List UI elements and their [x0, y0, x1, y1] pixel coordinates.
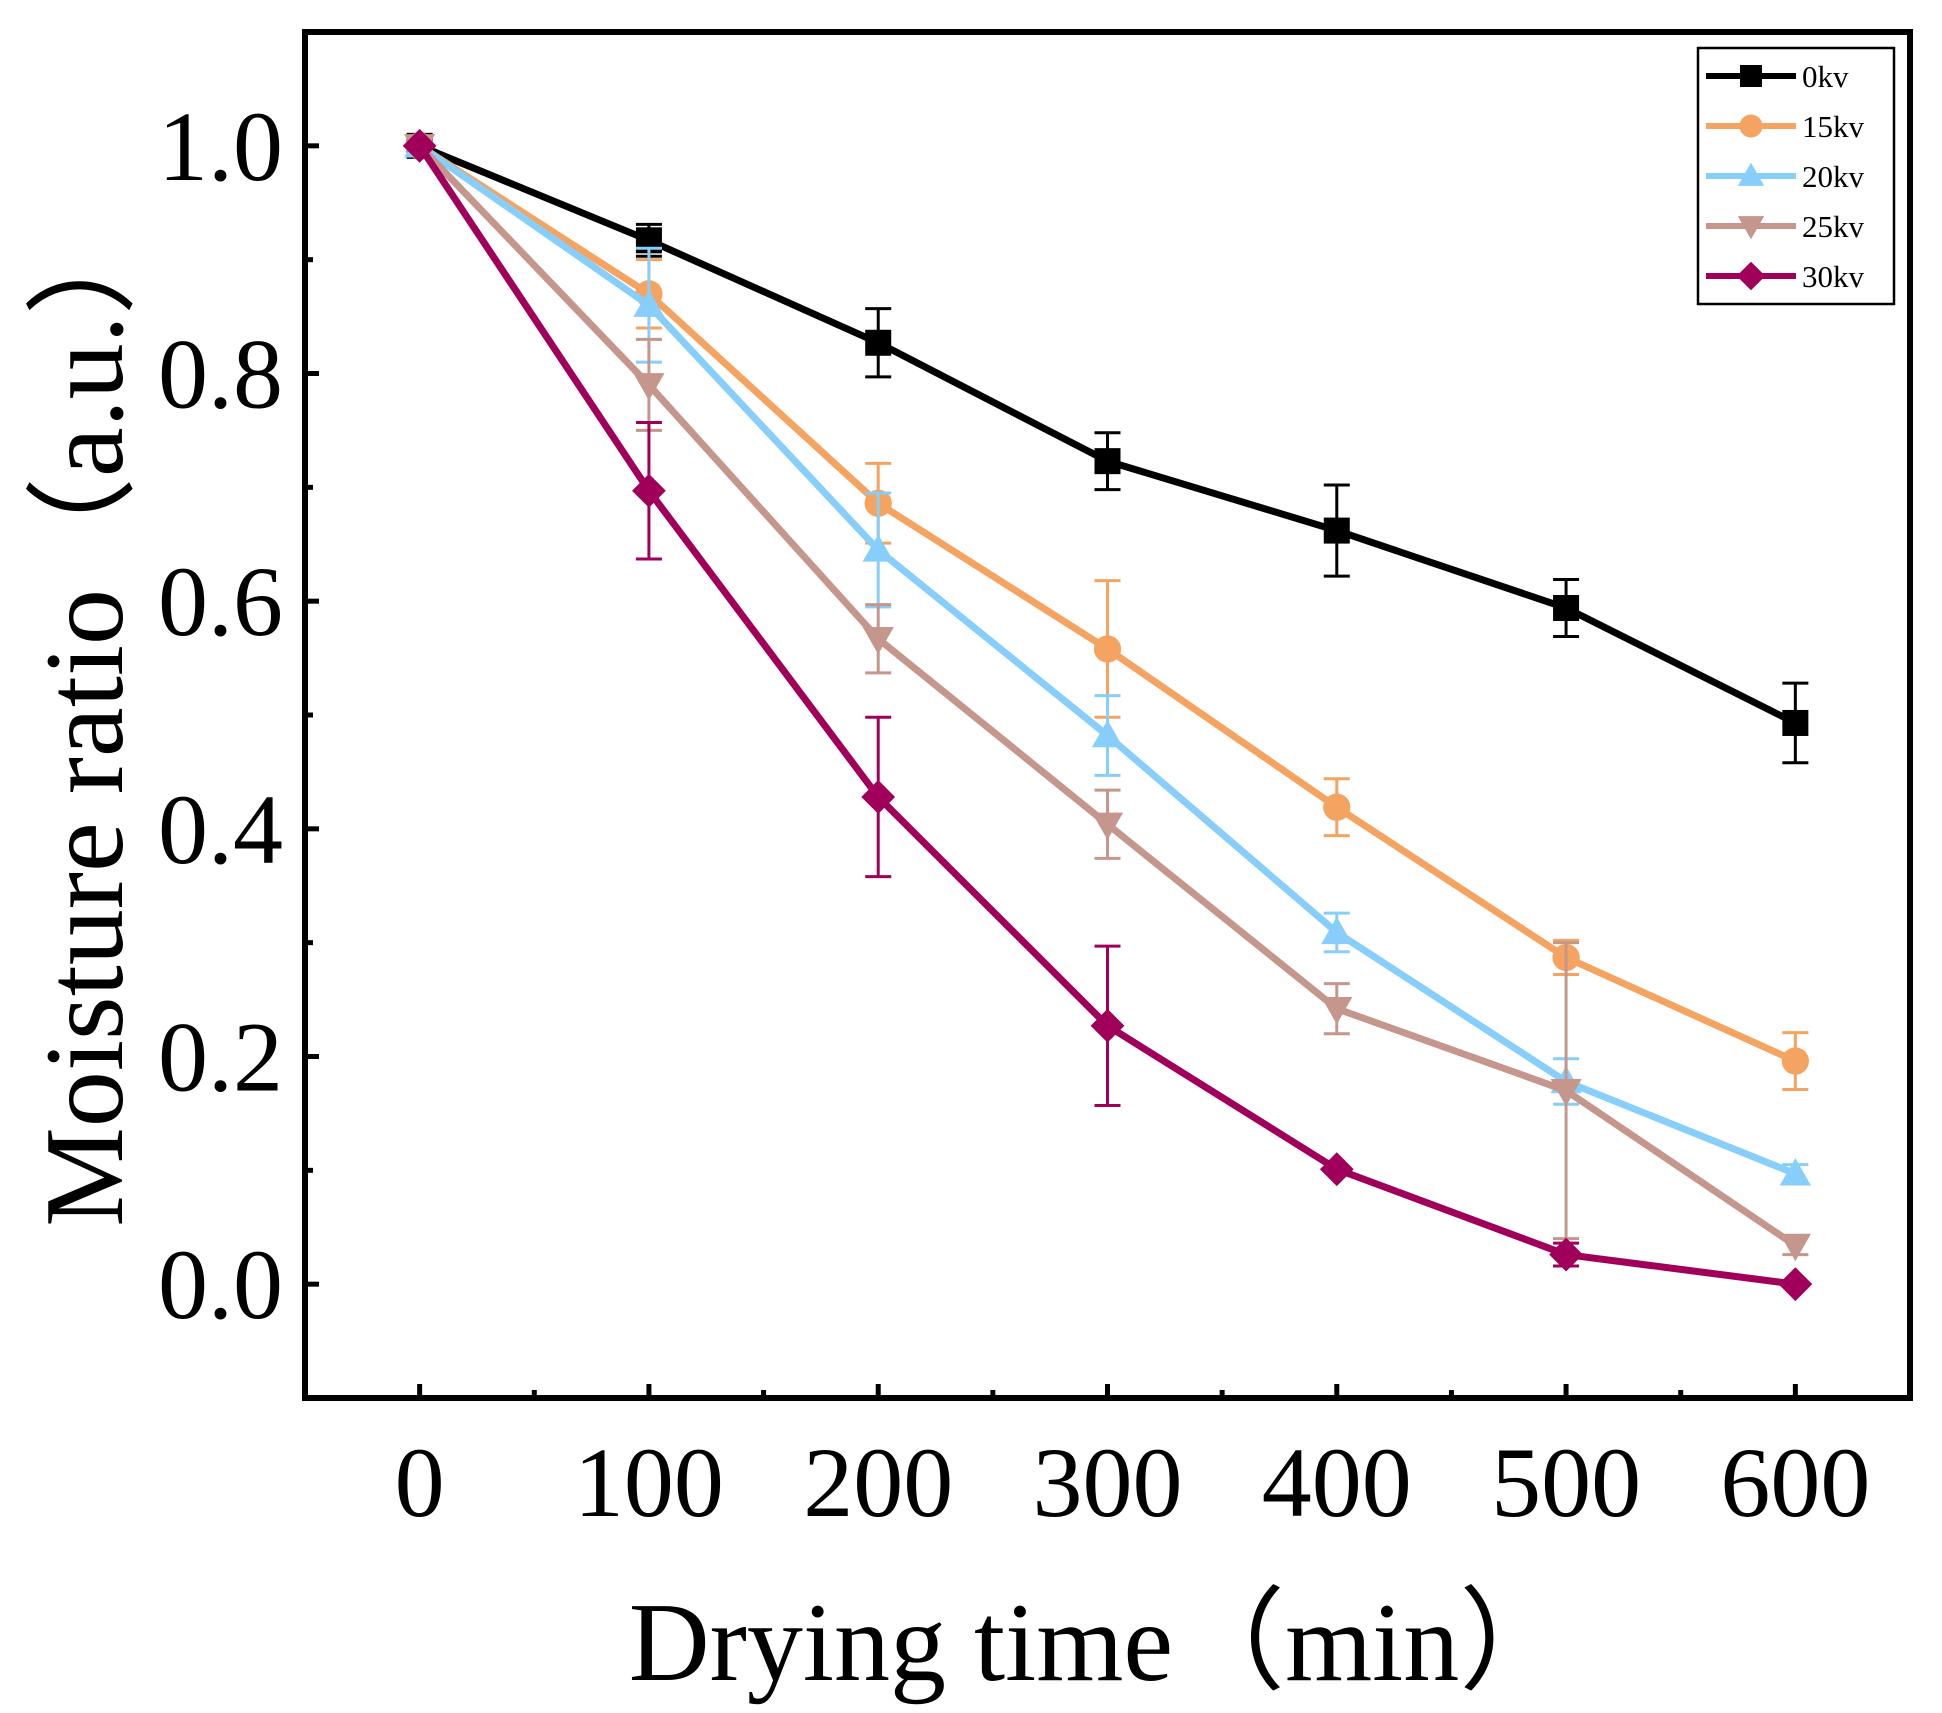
legend-item-30kv: 30kv [1706, 259, 1865, 294]
legend-marker [1739, 114, 1763, 138]
y-tick-label: 0.0 [158, 1229, 283, 1340]
data-point [632, 473, 666, 508]
data-point [1093, 635, 1122, 663]
data-point [1781, 1047, 1810, 1075]
legend-label: 25kv [1802, 209, 1865, 244]
ticks-layer: 0 100 200 300 400 500 600 0.0 0.2 0.4 0.6 0.8 1.0 [158, 91, 1870, 1538]
x-tick-label: 300 [1033, 1427, 1183, 1538]
y-tick-label: 0.8 [158, 319, 283, 430]
x-tick-label: 600 [1720, 1427, 1870, 1538]
x-tick-label: 0 [395, 1427, 445, 1538]
legend-marker [1737, 162, 1765, 186]
legend-item-15kv: 15kv [1706, 109, 1865, 144]
legend-label: 0kv [1802, 59, 1849, 94]
data-point [1321, 996, 1353, 1025]
y-tick-label: 0.6 [158, 546, 283, 657]
x-axis-title: Drying time（min） [629, 1581, 1572, 1705]
data-point [865, 329, 892, 356]
legend-label: 20kv [1802, 159, 1865, 194]
series-30kv [402, 128, 1813, 1302]
data-point [862, 627, 894, 655]
legend-label: 15kv [1802, 109, 1865, 144]
series-25kv [404, 134, 1811, 1262]
data-point [1323, 517, 1350, 544]
y-tick-label: 1.0 [158, 91, 283, 202]
data-point [1091, 719, 1124, 748]
data-point [402, 128, 437, 163]
data-point [1782, 709, 1809, 736]
legend-item-20kv: 20kv [1706, 159, 1865, 194]
data-point [1778, 1267, 1813, 1302]
legend-item-25kv: 25kv [1706, 209, 1865, 244]
y-tick-label: 0.2 [158, 1002, 283, 1113]
legend: 0kv 15kv 20kv 25kv 30kv [1696, 46, 1896, 306]
data-point [1549, 1237, 1583, 1272]
data-point [862, 534, 894, 562]
legend-item-0kv: 0kv [1706, 59, 1849, 94]
legend-marker [1740, 65, 1762, 87]
data-point [1094, 448, 1121, 475]
data-point [633, 373, 665, 401]
data-point [1779, 1233, 1811, 1262]
legend-marker [1737, 216, 1765, 240]
legend-label: 30kv [1802, 259, 1865, 294]
data-point [1779, 1158, 1811, 1186]
data-point [1090, 1008, 1125, 1043]
x-tick-label: 400 [1262, 1427, 1412, 1538]
x-tick-label: 100 [574, 1427, 724, 1538]
data-point [1323, 793, 1351, 821]
legend-marker [1736, 261, 1766, 291]
data-point [633, 289, 665, 317]
series-layer [402, 128, 1813, 1302]
data-point [1321, 916, 1353, 945]
data-point [1553, 594, 1580, 621]
data-point [1550, 1078, 1582, 1107]
x-tick-label: 200 [803, 1427, 953, 1538]
data-point [1091, 812, 1124, 840]
y-axis-title: Moisture ratio（a.u.） [23, 203, 147, 1226]
y-tick-label: 0.4 [158, 774, 283, 885]
x-tick-label: 500 [1491, 1427, 1641, 1538]
data-point [1319, 1152, 1354, 1187]
data-point [861, 780, 896, 814]
